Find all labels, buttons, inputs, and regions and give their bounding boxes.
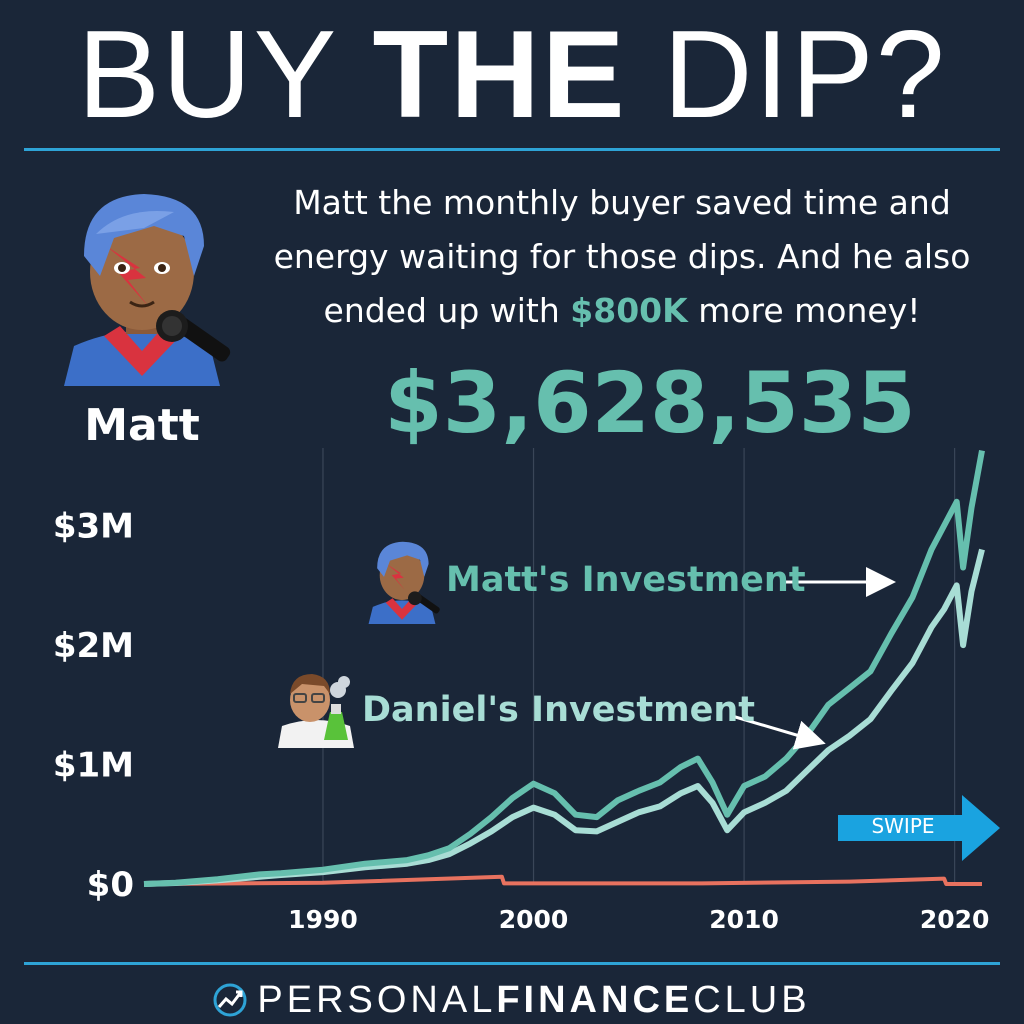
y-tick-label: $3M (53, 507, 134, 547)
y-tick-label: $1M (53, 746, 134, 786)
headline-word-3: DIP? (626, 6, 947, 144)
caption-text-start: Matt the monthly buyer saved time and en… (273, 183, 971, 330)
x-tick-label: 2010 (709, 905, 779, 934)
headline-word-2: THE (372, 6, 627, 144)
footer-brand: PERSONAL FINANCE CLUB (0, 976, 1024, 1024)
headline: BUY THE DIP? (0, 0, 1024, 144)
brand-part-3: CLUB (693, 978, 811, 1021)
caption-highlight: $800K (570, 291, 688, 330)
annotation-arrows (731, 567, 896, 750)
cost-series-line (143, 874, 982, 886)
final-value: $3,628,535 (384, 354, 916, 452)
matt-avatar-icon (44, 176, 240, 386)
person-name: Matt (84, 400, 200, 451)
y-tick-label: $0 (87, 865, 134, 905)
caption: Matt the monthly buyer saved time and en… (244, 176, 1000, 338)
chart-gridlines (322, 448, 956, 884)
daniel-scientist-icon (272, 660, 360, 748)
investment-chart: $0 $1M $2M $3M 1990 2000 2010 2020 (53, 448, 989, 934)
x-tick-label: 2020 (920, 905, 990, 934)
daniel-series-label: Daniel's Investment (362, 690, 755, 730)
bottom-divider (24, 962, 1000, 965)
brand-logo-icon (213, 983, 247, 1017)
brand-part-2: FINANCE (496, 978, 694, 1021)
swipe-label[interactable]: SWIPE (871, 814, 935, 838)
top-divider (24, 148, 1000, 151)
chart-series (143, 450, 985, 887)
y-tick-label: $2M (53, 626, 134, 666)
caption-text-end: more money! (687, 291, 921, 330)
brand-part-1: PERSONAL (257, 978, 497, 1021)
x-tick-label: 1990 (288, 905, 358, 934)
matt-series-line (143, 450, 985, 887)
y-axis-ticks: $0 $1M $2M $3M (53, 507, 134, 905)
daniel-series-line (143, 548, 985, 887)
matt-series-label: Matt's Investment (446, 560, 806, 600)
headline-word-1: BUY (77, 6, 373, 144)
x-axis-ticks: 1990 2000 2010 2020 (288, 905, 989, 934)
x-tick-label: 2000 (499, 905, 569, 934)
daniel-arrow (731, 714, 826, 750)
matt-small-avatar-icon (360, 530, 444, 628)
swipe-arrow-icon[interactable] (838, 795, 1000, 861)
